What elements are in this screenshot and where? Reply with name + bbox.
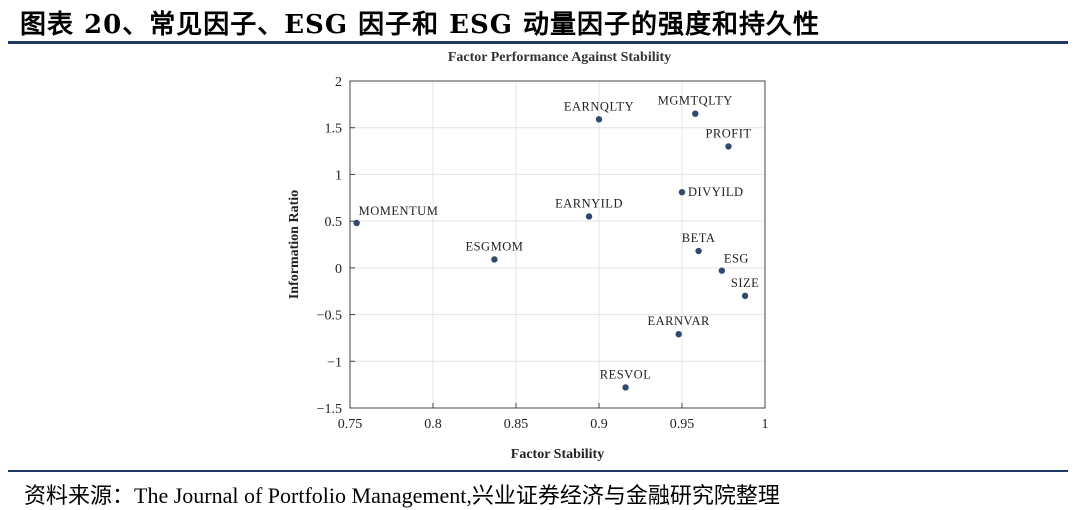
y-tick-label: 0	[335, 262, 342, 277]
point-label-size: SIZE	[731, 276, 759, 290]
scatter-chart: 0.75 0.8 0.85 0.9 0.95 1 −1.5 −1 −0.5 0 0.5 1 1.5 2 M…	[287, 50, 769, 462]
point-earnyild	[585, 213, 593, 220]
y-tick-label: 1	[335, 168, 342, 183]
point-label-mgmtqlty: MGMTQLTY	[658, 94, 733, 108]
plot-frame	[349, 80, 766, 409]
source-rule	[8, 470, 1068, 472]
y-tick-label: 0.5	[325, 215, 343, 230]
chart-title: Factor Performance Against Stability	[448, 50, 671, 65]
y-tick-label: −1.5	[317, 402, 342, 417]
figure-title: 图表 20、常见因子、ESG 因子和 ESG 动量因子的强度和持久性	[20, 10, 820, 40]
point-layer: MOMENTUM ESGMOM EARNYILD EARNQLTY MGMTQLTY PR…	[353, 94, 759, 391]
point-label-esgmom: ESGMOM	[465, 239, 523, 253]
y-tick-label: −1	[327, 355, 342, 370]
x-axis-label: Factor Stability	[511, 447, 604, 462]
point-label-profit: PROFIT	[705, 126, 751, 140]
point-label-esg: ESG	[724, 252, 749, 266]
x-tick-label: 0.9	[590, 417, 608, 432]
source-note: 资料来源：The Journal of Portfolio Management…	[24, 483, 780, 508]
point-esgmom	[491, 256, 498, 263]
y-tick-label: 1.5	[325, 122, 343, 137]
point-earnqlty	[595, 116, 603, 123]
point-label-momentum: MOMENTUM	[359, 204, 439, 218]
tick-layer: 0.75 0.8 0.85 0.9 0.95 1 −1.5 −1 −0.5 0 0.5 1 1.5 2	[317, 75, 769, 432]
y-axis-label: Information Ratio	[287, 190, 302, 299]
x-tick-label: 0.8	[424, 417, 442, 432]
point-label-resvol: RESVOL	[600, 367, 652, 381]
x-tick-label: 0.95	[670, 417, 695, 432]
point-esg	[718, 267, 726, 274]
point-resvol	[622, 384, 629, 391]
y-tick-label: −0.5	[317, 309, 342, 324]
point-mgmtqlty	[692, 110, 699, 117]
point-earnvar	[675, 330, 682, 338]
point-divyild	[678, 188, 686, 196]
point-momentum	[353, 219, 360, 227]
title-rule	[8, 41, 1068, 44]
point-beta	[695, 247, 702, 255]
x-tick-label: 1	[762, 417, 769, 432]
x-tick-label: 0.75	[338, 417, 363, 432]
point-label-earnyild: EARNYILD	[555, 196, 623, 210]
point-label-earnqlty: EARNQLTY	[564, 99, 634, 113]
point-label-beta: BETA	[682, 231, 716, 245]
point-label-earnvar: EARNVAR	[648, 314, 710, 328]
x-tick-label: 0.85	[504, 417, 529, 432]
point-size	[741, 292, 749, 300]
point-label-divyild: DIVYILD	[688, 185, 744, 199]
point-profit	[725, 143, 732, 150]
y-tick-label: 2	[335, 75, 342, 90]
